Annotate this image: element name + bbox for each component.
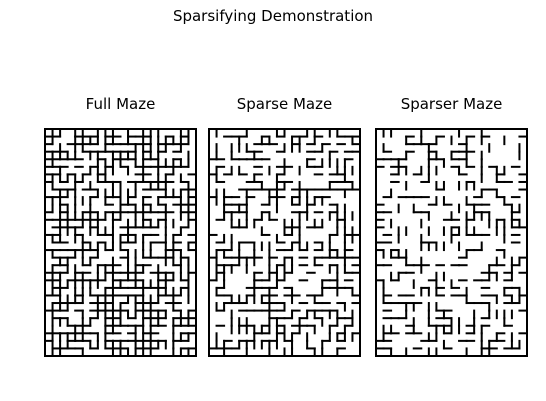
sparser-maze-title: Sparser Maze — [376, 95, 527, 113]
figure-title: Sparsifying Demonstration — [0, 7, 546, 25]
sparser-maze — [376, 129, 527, 356]
sparse-maze-title: Sparse Maze — [209, 95, 360, 113]
full-maze-title: Full Maze — [45, 95, 196, 113]
full-maze — [45, 129, 196, 356]
sparse-maze — [209, 129, 360, 356]
